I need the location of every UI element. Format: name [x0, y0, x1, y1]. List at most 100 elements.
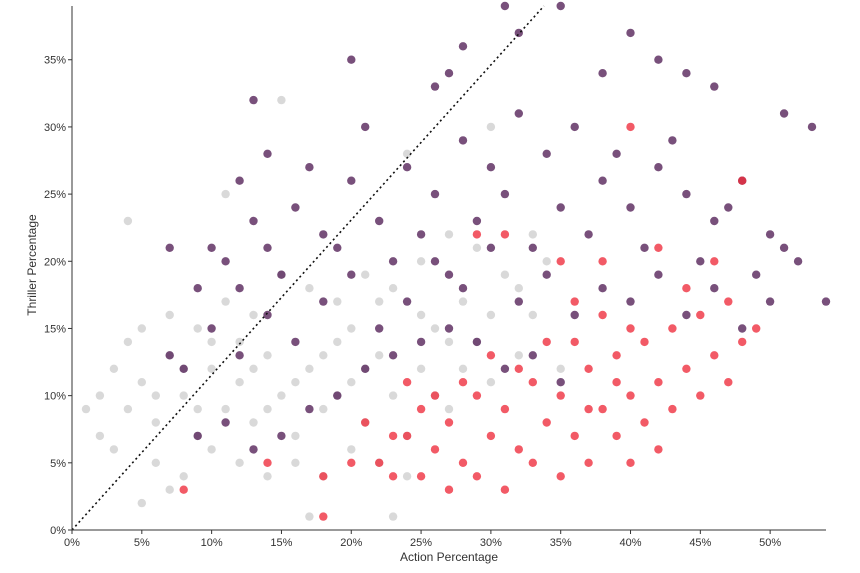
scatter-point-red — [486, 351, 496, 360]
y-ticks: 0% 5% 10% 15% 20% 25% 30% 35% — [44, 55, 72, 537]
scatter-point-purple — [458, 136, 468, 145]
scatter-point-purple — [598, 69, 607, 78]
scatter-point-gray — [221, 404, 230, 414]
scatter-point-gray — [207, 337, 216, 347]
scatter-point-purple — [444, 324, 454, 333]
scatter-point-purple — [207, 243, 216, 252]
scatter-point-gray — [444, 404, 454, 414]
scatter-point-red — [612, 378, 621, 387]
scatter-point-purple — [752, 270, 761, 279]
scatter-point-gray — [402, 472, 412, 481]
scatter-point-gray — [123, 216, 133, 226]
scatter-point-red — [682, 364, 691, 373]
x-tick-label: 45% — [689, 537, 711, 549]
scatter-point-red — [612, 351, 621, 360]
scatter-point-purple — [291, 337, 300, 347]
scatter-point-purple — [682, 69, 691, 78]
scatter-point-purple — [500, 189, 510, 199]
scatter-point-purple — [416, 337, 426, 347]
scatter-point-red — [738, 337, 747, 347]
scatter-point-red — [375, 458, 384, 467]
scatter-point-gray — [249, 310, 258, 320]
scatter-point-gray — [137, 378, 146, 387]
scatter-point-red — [626, 324, 635, 333]
scatter-point-purple — [612, 149, 621, 158]
scatter-point-purple — [710, 284, 719, 293]
scatter-point-gray — [165, 485, 174, 494]
scatter-point-purple — [765, 230, 775, 239]
scatter-point-purple — [347, 270, 356, 279]
scatter-point-gray — [333, 337, 342, 347]
scatter-point-red — [626, 458, 635, 467]
x-tick-label: 50% — [759, 537, 781, 549]
scatter-point-gray — [151, 458, 160, 467]
scatter-point-purple — [682, 310, 691, 320]
scatter-point-gray — [486, 378, 496, 387]
axes: 0% 5% 10% 15% 20% 25% 30% 35% 40% 45% 50% 0% 5% 10% 1… — [44, 6, 826, 549]
scatter-point-gray — [193, 324, 202, 333]
scatter-point-purple — [640, 243, 649, 252]
scatter-point-gray — [347, 378, 356, 387]
scatter-point-purple — [821, 297, 831, 306]
scatter-point-purple — [277, 270, 286, 279]
scatter-point-gray — [123, 404, 133, 414]
scatter-point-gray — [319, 351, 328, 360]
scatter-point-purple — [738, 324, 747, 333]
scatter-point-gray — [263, 351, 272, 360]
scatter-point-red — [584, 364, 593, 373]
scatter-point-gray — [291, 378, 300, 387]
scatter-point-purple — [626, 297, 635, 306]
scatter-point-red — [472, 230, 482, 239]
scatter-point-purple — [305, 163, 314, 172]
scatter-point-gray — [556, 364, 565, 373]
scatter-point-red — [472, 391, 482, 400]
y-tick-label: 20% — [44, 256, 66, 268]
x-ticks: 0% 5% 10% 15% 20% 25% 30% 35% 40% 45% 50% — [64, 530, 781, 549]
scatter-point-gray — [305, 364, 314, 373]
scatter-point-gray — [249, 418, 258, 427]
scatter-point-purple — [584, 230, 593, 239]
scatter-point-red — [319, 472, 328, 481]
scatter-point-red — [752, 324, 761, 333]
scatter-point-gray — [193, 404, 202, 414]
scatter-point-red — [486, 431, 496, 441]
scatter-point-red — [416, 472, 426, 481]
scatter-point-purple — [654, 270, 663, 279]
scatter-point-gray — [444, 337, 454, 347]
scatter-point-red — [724, 378, 733, 387]
scatter-point-purple — [430, 257, 440, 266]
scatter-point-gray — [221, 189, 230, 199]
scatter-point-red — [179, 485, 188, 494]
scatter-point-gray — [500, 270, 510, 279]
scatter-point-purple — [710, 216, 719, 226]
x-tick-label: 35% — [550, 537, 572, 549]
scatter-point-purple — [570, 310, 579, 320]
scatter-point-red — [668, 324, 677, 333]
scatter-point-purple — [263, 243, 272, 252]
scatter-point-red — [738, 176, 747, 185]
scatter-point-purple — [361, 364, 370, 373]
scatter-point-purple — [514, 28, 523, 38]
scatter-point-red — [710, 351, 719, 360]
scatter-point-gray — [137, 324, 146, 333]
scatter-point-purple — [598, 176, 607, 185]
scatter-point-red — [347, 458, 356, 467]
scatter-point-purple — [486, 163, 496, 172]
x-tick-label: 0% — [64, 537, 80, 549]
scatter-point-purple — [249, 95, 258, 105]
scatter-point-purple — [179, 364, 188, 373]
scatter-point-purple — [277, 431, 286, 441]
scatter-point-purple — [458, 42, 468, 51]
scatter-point-gray — [137, 498, 146, 508]
scatter-point-gray — [319, 404, 328, 414]
scatter-point-purple — [263, 149, 272, 158]
scatter-point-red — [724, 297, 733, 306]
x-tick-label: 10% — [201, 537, 223, 549]
scatter-point-gray — [95, 431, 105, 441]
scatter-point-purple — [472, 216, 482, 226]
y-tick-label: 5% — [50, 458, 66, 470]
scatter-point-gray — [333, 297, 342, 306]
y-tick-label: 15% — [44, 323, 66, 335]
scatter-point-gray — [207, 364, 216, 373]
